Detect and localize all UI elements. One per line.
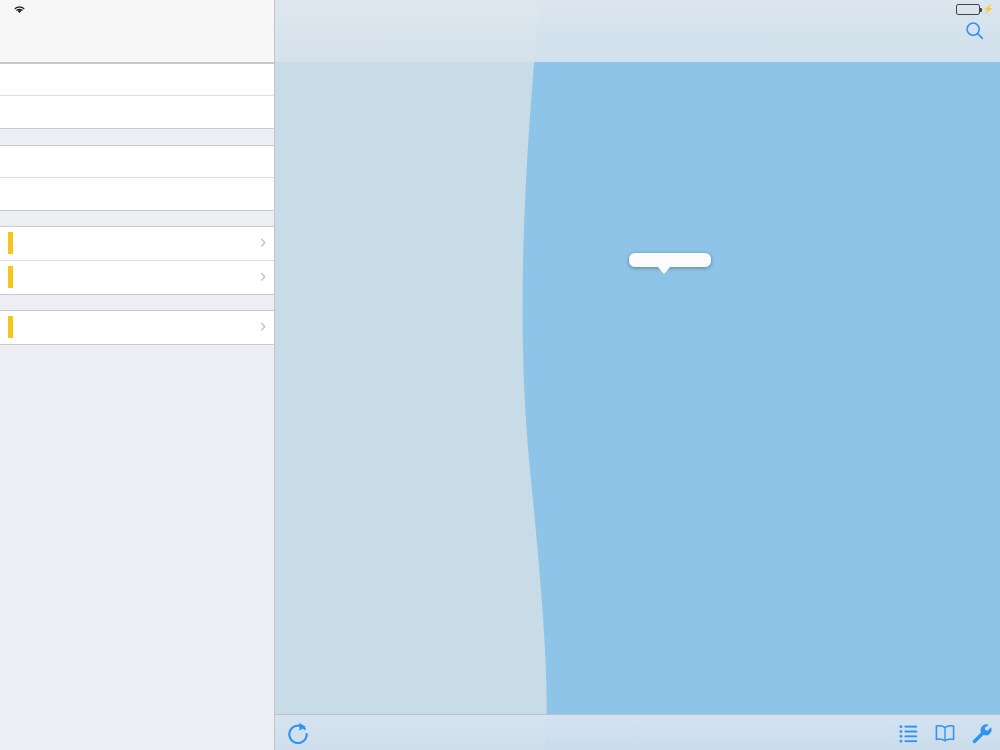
- section-header-heard-by: [0, 295, 274, 310]
- station-note: [22, 266, 248, 268]
- actions-group: [0, 145, 274, 211]
- group-spacer: [0, 129, 274, 145]
- chevron-right-icon: ›: [259, 232, 267, 253]
- row-content: [13, 232, 252, 254]
- list-item[interactable]: ›: [0, 311, 274, 344]
- station-note: [22, 316, 248, 318]
- map-callout[interactable]: [629, 253, 711, 274]
- ios-status-bar: ⚡: [0, 0, 1000, 18]
- book-icon[interactable]: [934, 722, 956, 744]
- row-accent-bar: [8, 316, 13, 338]
- map-nav-bar: [275, 0, 1000, 62]
- toolbar-actions: [898, 722, 992, 744]
- info-group: [0, 63, 274, 129]
- info-row-locator[interactable]: [0, 64, 274, 96]
- list-item[interactable]: ›: [0, 261, 274, 294]
- list-icon[interactable]: [898, 722, 920, 744]
- station-note: [22, 232, 248, 234]
- chevron-right-icon: ›: [259, 266, 267, 287]
- battery-icon: [955, 3, 982, 15]
- chevron-right-icon: ›: [259, 316, 267, 337]
- heard-by-list: ›: [0, 310, 274, 345]
- row-accent-bar: [8, 232, 13, 254]
- wrench-icon[interactable]: [970, 722, 992, 744]
- wifi-icon: [14, 6, 25, 14]
- sidebar: ›: [0, 0, 275, 750]
- status-right: ⚡: [953, 3, 994, 15]
- refresh-icon[interactable]: [285, 720, 311, 746]
- list-item[interactable]: ›: [0, 227, 274, 261]
- sidebar-filler: [0, 367, 274, 750]
- world-map[interactable]: [275, 0, 1000, 750]
- info-row-dxcc[interactable]: [0, 96, 274, 128]
- sidebar-nav-bar: [0, 0, 274, 63]
- status-left: [8, 4, 26, 14]
- reveal-on-map-button[interactable]: [0, 178, 274, 210]
- open-qrz-profile-button[interactable]: [0, 146, 274, 178]
- stations-heard-list: ›: [0, 226, 274, 295]
- section-header-stations-heard: [0, 211, 274, 226]
- data-source-note: [0, 345, 274, 367]
- search-icon[interactable]: [964, 20, 986, 42]
- bottom-toolbar: [275, 714, 1000, 750]
- charging-bolt-icon: ⚡: [982, 3, 994, 14]
- map-pane: [275, 0, 1000, 750]
- row-content: [13, 316, 252, 338]
- row-content: [13, 266, 252, 288]
- row-accent-bar: [8, 266, 13, 288]
